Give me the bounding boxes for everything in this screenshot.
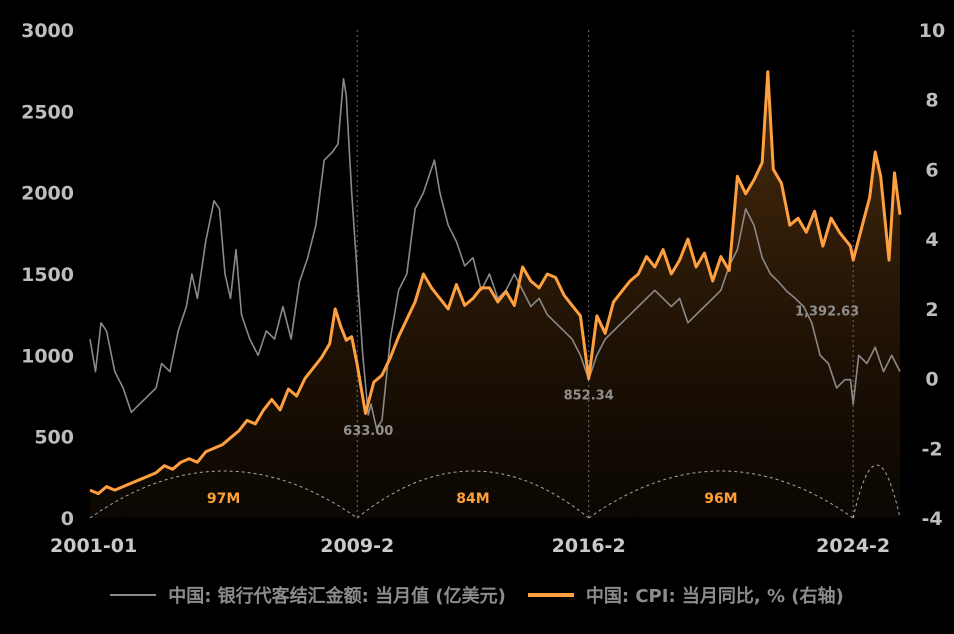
left-axis-tick-label: 2500 [21, 101, 74, 123]
x-axis-tick-label: 2024-2 [816, 535, 890, 557]
series-line-cpi [89, 70, 902, 496]
right-axis-tick-label: -4 [921, 508, 942, 530]
cycle-arc [852, 464, 901, 519]
right-axis-tick-label: 4 [925, 229, 938, 251]
right-axis-tick-label: -2 [921, 438, 942, 460]
x-axis-tick-label: 2009-2 [320, 535, 394, 557]
legend-item-cpi[interactable]: 中国: CPI: 当月同比, % (右轴) [527, 582, 844, 608]
cycle-label: 96M [704, 491, 737, 507]
cycle-arc [356, 470, 590, 519]
left-axis-tick-label: 3000 [21, 20, 74, 42]
left-axis-tick-label: 1500 [21, 264, 74, 286]
annotation-value: 633.00 [343, 424, 393, 439]
left-axis-tick-label: 0 [61, 508, 74, 530]
annotation-value: 852.34 [564, 388, 614, 403]
right-axis-tick-label: 10 [919, 20, 945, 42]
x-axis-tick-label: 2001-01 [50, 535, 137, 557]
cycle-arc [89, 470, 358, 519]
cycle-label: 84M [456, 491, 489, 507]
right-axis-tick-label: 8 [925, 90, 938, 112]
right-axis-tick-label: 6 [925, 159, 938, 181]
cycle-label: 97M [207, 491, 240, 507]
series-line-fx-settlement [89, 78, 901, 430]
annotation-value: 1,392.63 [795, 304, 859, 319]
right-axis-tick-label: 0 [925, 369, 938, 391]
left-axis-tick-label: 2000 [21, 183, 74, 205]
right-axis-tick-label: 2 [925, 299, 938, 321]
left-axis-tick-label: 500 [34, 427, 74, 449]
chart-legend: 中国: 银行代客结汇金额: 当月值 (亿美元) 中国: CPI: 当月同比, %… [0, 580, 954, 610]
legend-label-cpi: 中国: CPI: 当月同比, % (右轴) [585, 586, 844, 607]
legend-swatch-orange [527, 593, 574, 597]
left-axis-tick-label: 1000 [21, 345, 74, 367]
x-axis-tick-label: 2016-2 [552, 535, 626, 557]
cpi-area-fill [90, 71, 900, 519]
legend-item-fx-settlement[interactable]: 中国: 银行代客结汇金额: 当月值 (亿美元) [110, 582, 506, 608]
legend-swatch-gray [110, 594, 157, 596]
legend-label-fx-settlement: 中国: 银行代客结汇金额: 当月值 (亿美元) [168, 586, 506, 607]
